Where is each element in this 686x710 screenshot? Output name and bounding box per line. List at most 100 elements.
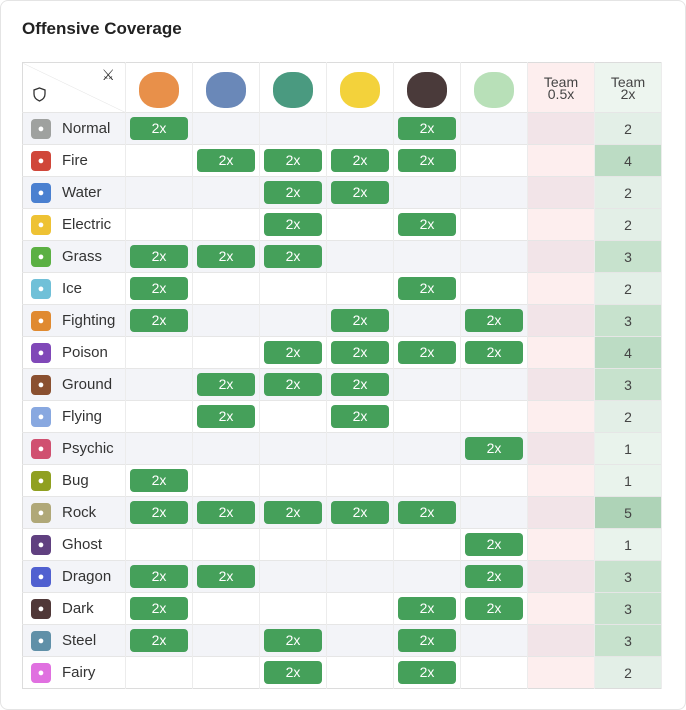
- coverage-cell: [393, 368, 461, 401]
- coverage-cell: [393, 400, 461, 433]
- coverage-cell: [125, 368, 193, 401]
- coverage-cell: [125, 528, 193, 561]
- coverage-cell: [259, 432, 327, 465]
- table-row: ● Psychic 2x 1: [22, 432, 662, 465]
- team-half-cell: [527, 528, 595, 561]
- team-half-cell: [527, 208, 595, 241]
- coverage-cell: 2x: [125, 464, 193, 497]
- team-double-count: 3: [594, 304, 662, 337]
- coverage-cell: 2x: [259, 624, 327, 657]
- team-double-count: 2: [594, 656, 662, 689]
- team-half-cell: [527, 432, 595, 465]
- pokemon-column-header: [460, 62, 528, 113]
- super-effective-badge: 2x: [130, 309, 188, 332]
- steel-type-icon: ●: [31, 630, 51, 651]
- coverage-cell: 2x: [460, 432, 528, 465]
- coverage-cell: [326, 528, 394, 561]
- coverage-cell: 2x: [393, 336, 461, 369]
- super-effective-badge: 2x: [465, 565, 523, 588]
- team-half-cell: [527, 240, 595, 273]
- table-row: ● Steel 2x 2x 2x 3: [22, 624, 662, 657]
- type-cell: ● Ghost: [22, 528, 126, 561]
- coverage-cell: 2x: [259, 656, 327, 689]
- water-type-icon: ●: [31, 182, 51, 203]
- type-cell: ● Fighting: [22, 304, 126, 337]
- psychic-type-icon: ●: [31, 438, 51, 459]
- team-double-count: 4: [594, 144, 662, 177]
- electric-type-icon: ●: [31, 214, 51, 235]
- ground-type-icon: ●: [31, 374, 51, 395]
- crossed-swords-icon: ⚔: [101, 67, 115, 84]
- coverage-cell: [125, 400, 193, 433]
- dark-pokemon-sprite: [407, 71, 447, 108]
- super-effective-badge: 2x: [331, 149, 389, 172]
- super-effective-badge: 2x: [264, 341, 322, 364]
- coverage-cell: 2x: [393, 208, 461, 241]
- coverage-cell: [259, 400, 327, 433]
- type-cell: ● Ground: [22, 368, 126, 401]
- type-name: Rock: [62, 504, 97, 521]
- coverage-cell: [460, 240, 528, 273]
- coverage-cell: [326, 240, 394, 273]
- coverage-cell: 2x: [393, 624, 461, 657]
- coverage-cell: 2x: [125, 112, 193, 145]
- coverage-cell: 2x: [192, 240, 260, 273]
- coverage-cell: [192, 528, 260, 561]
- blastoise-sprite: [206, 71, 246, 108]
- coverage-cell: [192, 464, 260, 497]
- coverage-cell: 2x: [393, 656, 461, 689]
- type-name: Electric: [62, 216, 112, 233]
- super-effective-badge: 2x: [398, 501, 456, 524]
- type-name: Flying: [62, 408, 103, 425]
- coverage-cell: [326, 432, 394, 465]
- coverage-cell: 2x: [393, 592, 461, 625]
- super-effective-badge: 2x: [465, 597, 523, 620]
- type-name: Fire: [62, 152, 88, 169]
- coverage-cell: [125, 208, 193, 241]
- coverage-cell: 2x: [125, 592, 193, 625]
- coverage-cell: 2x: [460, 528, 528, 561]
- coverage-cell: 2x: [326, 176, 394, 209]
- type-name: Dragon: [62, 568, 112, 585]
- coverage-table: ⚔ Team 0.5x Team 2x ● Normal 2x 2x 2 ● Fire 2x 2x 2x…: [22, 62, 662, 689]
- type-name: Grass: [62, 248, 103, 265]
- super-effective-badge: 2x: [197, 373, 255, 396]
- type-cell: ● Psychic: [22, 432, 126, 465]
- team-half-cell: [527, 144, 595, 177]
- table-row: ● Fire 2x 2x 2x 2x 4: [22, 144, 662, 177]
- type-cell: ● Grass: [22, 240, 126, 273]
- bug-type-icon: ●: [31, 470, 51, 491]
- dragon-type-icon: ●: [31, 566, 51, 587]
- coverage-cell: 2x: [125, 240, 193, 273]
- team-half-cell: [527, 592, 595, 625]
- team-half-cell: [527, 624, 595, 657]
- team-double-count: 3: [594, 368, 662, 401]
- team-double-count: 3: [594, 240, 662, 273]
- fire-type-icon: ●: [31, 150, 51, 171]
- type-cell: ● Fire: [22, 144, 126, 177]
- pokemon-column-header: [393, 62, 461, 113]
- coverage-cell: [192, 336, 260, 369]
- coverage-cell: [259, 592, 327, 625]
- table-row: ● Dark 2x 2x 2x 3: [22, 592, 662, 625]
- super-effective-badge: 2x: [264, 629, 322, 652]
- coverage-cell: [393, 464, 461, 497]
- coverage-cell: [259, 304, 327, 337]
- team-double-count: 3: [594, 592, 662, 625]
- coverage-cell: [192, 112, 260, 145]
- ice-type-icon: ●: [31, 278, 51, 299]
- table-row: ● Rock 2x 2x 2x 2x 2x 5: [22, 496, 662, 529]
- type-cell: ● Poison: [22, 336, 126, 369]
- coverage-cell: [326, 656, 394, 689]
- coverage-cell: 2x: [125, 624, 193, 657]
- super-effective-badge: 2x: [264, 181, 322, 204]
- card-title: Offensive Coverage: [22, 19, 182, 38]
- pokemon-column-header: [326, 62, 394, 113]
- coverage-cell: [125, 144, 193, 177]
- coverage-cell: [460, 624, 528, 657]
- coverage-cell: 2x: [393, 496, 461, 529]
- table-row: ● Normal 2x 2x 2: [22, 112, 662, 145]
- table-row: ● Grass 2x 2x 2x 3: [22, 240, 662, 273]
- coverage-cell: 2x: [326, 144, 394, 177]
- coverage-cell: [192, 208, 260, 241]
